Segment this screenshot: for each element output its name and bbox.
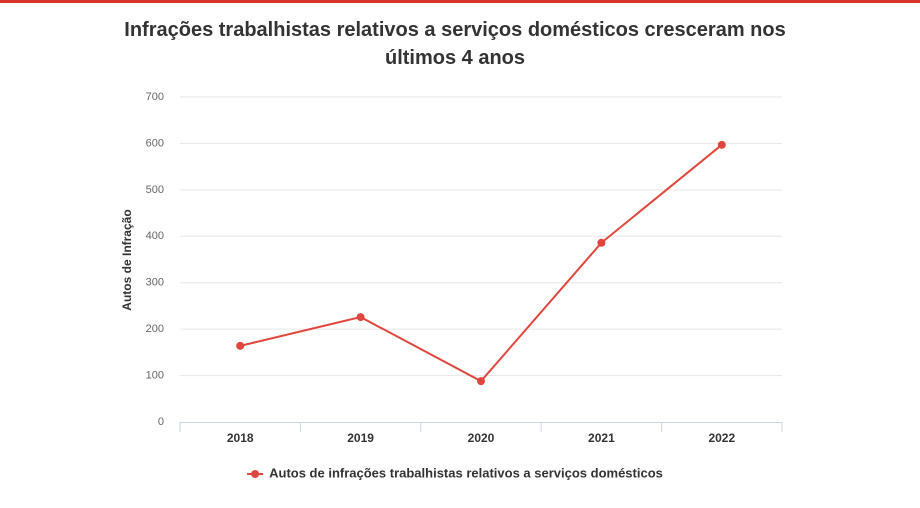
x-tick-label: 2018 [227, 431, 254, 445]
y-tick-label: 600 [146, 137, 164, 149]
y-tick-label: 500 [146, 184, 164, 196]
y-tick-label: 100 [146, 369, 164, 381]
legend-marker [251, 470, 260, 478]
point [356, 313, 365, 322]
point [477, 377, 485, 386]
x-tick-label: 2022 [708, 431, 735, 445]
x-tick-label: 2020 [468, 431, 495, 445]
x-tick-label: 2019 [347, 431, 374, 445]
legend-label: Autos de infrações trabalhistas relativo… [269, 465, 663, 480]
chart-title: Infrações trabalhistas relativos a servi… [124, 19, 786, 69]
point [597, 238, 606, 247]
point [717, 140, 726, 149]
y-axis-label: Autos de Infração [120, 209, 134, 310]
top-bar [0, 0, 920, 3]
y-tick-label: 700 [146, 91, 164, 103]
y-tick-label: 0 [158, 416, 164, 428]
y-tick-label: 200 [146, 323, 164, 335]
line [239, 144, 723, 383]
x-tick-label: 2021 [588, 431, 615, 445]
y-tick-label: 400 [146, 230, 164, 242]
point [236, 341, 245, 350]
y-tick-label: 300 [146, 277, 164, 289]
